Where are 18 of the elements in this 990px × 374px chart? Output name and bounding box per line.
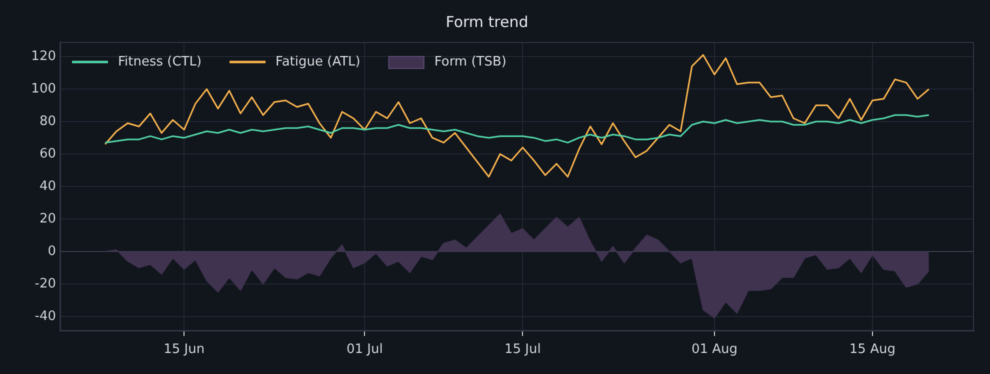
- x-tick-label: 01 Jul: [346, 342, 383, 358]
- legend-label: Fitness (CTL): [118, 54, 202, 70]
- x-tick-label: 15 Aug: [849, 342, 896, 358]
- y-tick-label: 0: [48, 244, 56, 259]
- legend-label: Form (TSB): [434, 54, 506, 70]
- y-tick-label: 20: [39, 211, 56, 226]
- y-tick-label: -20: [34, 276, 56, 292]
- y-tick-label: 120: [31, 48, 56, 64]
- x-tick-label: 15 Jul: [504, 342, 541, 358]
- legend-label: Fatigue (ATL): [276, 54, 360, 70]
- y-tick-label: 40: [39, 178, 56, 194]
- chart-title: Form trend: [446, 12, 528, 31]
- y-tick-label: 80: [39, 114, 56, 129]
- y-tick-label: 60: [39, 146, 56, 162]
- y-tick-label: -40: [34, 308, 56, 324]
- y-tick-label: 100: [31, 81, 56, 96]
- x-tick-label: 01 Aug: [691, 342, 738, 358]
- x-tick-label: 15 Jun: [164, 342, 205, 358]
